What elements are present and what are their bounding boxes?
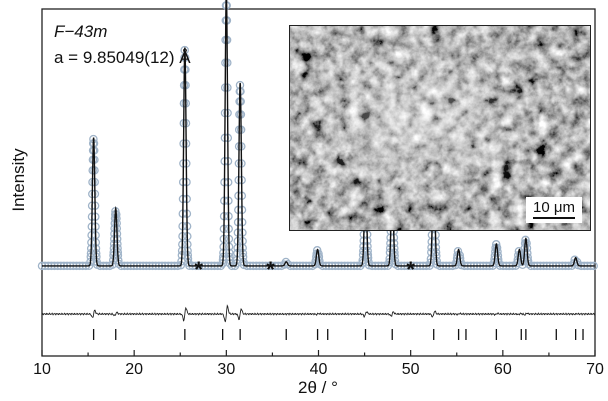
scale-bar: 10 μm bbox=[526, 197, 582, 223]
x-tick-label: 30 bbox=[217, 361, 235, 378]
x-tick-label: 10 bbox=[33, 361, 51, 378]
y-axis-label: Intensity bbox=[9, 148, 28, 212]
sem-inset: 10 μm bbox=[289, 25, 591, 231]
space-group-label: F−43m bbox=[54, 22, 108, 41]
calculated-series bbox=[42, 0, 595, 267]
difference-series bbox=[41, 304, 596, 323]
x-tick-label: 20 bbox=[125, 361, 143, 378]
impurity-star: * bbox=[266, 257, 275, 282]
x-tick-label: 40 bbox=[310, 361, 328, 378]
impurity-star: * bbox=[406, 257, 415, 282]
x-axis-label: 2θ / ° bbox=[298, 378, 338, 397]
x-axis: 10 20 30 40 50 60 70 bbox=[33, 350, 604, 378]
lattice-parameter-label: a = 9.85049(12) Å bbox=[54, 48, 191, 67]
calculated-profile bbox=[42, 0, 595, 267]
scale-bar-label: 10 μm bbox=[533, 199, 575, 216]
x-tick-label: 70 bbox=[586, 361, 604, 378]
x-tick-label: 50 bbox=[402, 361, 420, 378]
reflection-markers bbox=[92, 329, 584, 340]
sem-image bbox=[290, 26, 590, 230]
impurity-star: * bbox=[194, 257, 203, 282]
x-tick-label: 60 bbox=[494, 361, 512, 378]
impurity-stars: * * * bbox=[194, 257, 415, 282]
difference-curve bbox=[41, 304, 596, 323]
scale-bar-line bbox=[533, 217, 575, 219]
